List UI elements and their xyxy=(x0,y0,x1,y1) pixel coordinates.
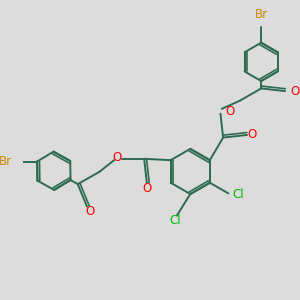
Text: O: O xyxy=(85,206,94,218)
Text: O: O xyxy=(226,104,235,118)
Text: O: O xyxy=(142,182,152,195)
Text: Br: Br xyxy=(0,155,12,168)
Text: O: O xyxy=(112,151,122,164)
Text: Br: Br xyxy=(255,8,268,22)
Text: O: O xyxy=(290,85,300,98)
Text: Cl: Cl xyxy=(232,188,244,201)
Text: Cl: Cl xyxy=(170,214,182,227)
Text: O: O xyxy=(248,128,257,141)
